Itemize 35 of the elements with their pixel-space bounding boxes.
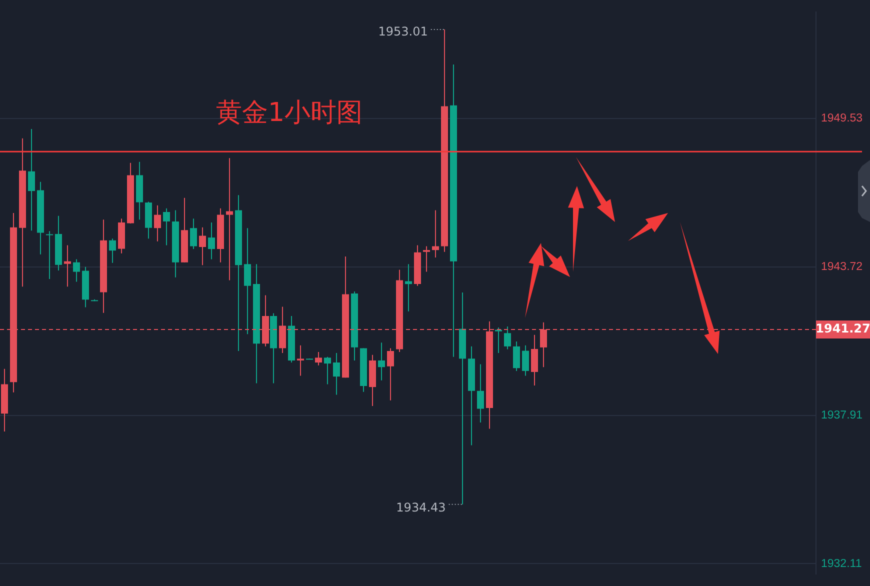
- candlestick: [477, 364, 484, 424]
- candlestick: [495, 327, 502, 354]
- candlestick: [522, 344, 529, 376]
- annotation: 1934.43: [396, 500, 446, 514]
- candlestick: [315, 352, 322, 366]
- candlestick: [73, 258, 80, 282]
- annotation: 1953.01: [378, 24, 428, 39]
- y-tick-label: 1949.53: [821, 112, 863, 125]
- candlestick: [297, 344, 304, 376]
- candlestick: [163, 208, 170, 246]
- y-tick-label: 1932.11: [821, 558, 862, 570]
- candlestick: [405, 264, 412, 312]
- candlestick: [531, 334, 538, 386]
- candlestick: [226, 158, 233, 281]
- candlestick: [28, 128, 35, 232]
- candlestick: [378, 342, 385, 381]
- candlestick: [208, 222, 215, 260]
- y-tick-label: 1937.91: [821, 410, 863, 422]
- candlestick: [387, 348, 394, 401]
- candlestick: [504, 326, 511, 350]
- text: 黄金1小时图: [216, 98, 363, 128]
- candlestick: [190, 218, 197, 250]
- candlestick: [199, 226, 206, 266]
- ref-line-label: 1941.27: [816, 322, 870, 336]
- candlestick: [333, 352, 340, 396]
- y-tick-label: 1943.72: [821, 261, 863, 274]
- candlestick: [324, 356, 331, 385]
- candlestick: [109, 238, 116, 264]
- candlestick: [154, 204, 161, 242]
- candlestick: [244, 228, 251, 335]
- candlestick: [423, 246, 430, 272]
- candlestick: [64, 244, 71, 288]
- candlestick: [432, 210, 439, 258]
- candlestick: [46, 230, 53, 280]
- candlestick: [513, 341, 520, 372]
